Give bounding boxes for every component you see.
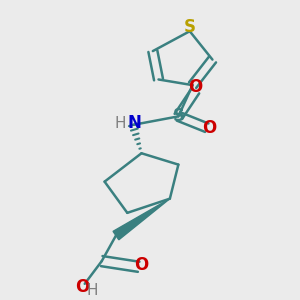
Text: O: O	[202, 119, 217, 137]
Text: H: H	[86, 284, 98, 298]
Text: O: O	[75, 278, 89, 296]
Text: S: S	[172, 107, 184, 125]
Text: O: O	[134, 256, 148, 274]
Text: O: O	[188, 78, 203, 96]
Text: H: H	[115, 116, 126, 131]
Polygon shape	[113, 199, 170, 240]
Text: S: S	[184, 18, 196, 36]
Text: N: N	[128, 115, 141, 133]
